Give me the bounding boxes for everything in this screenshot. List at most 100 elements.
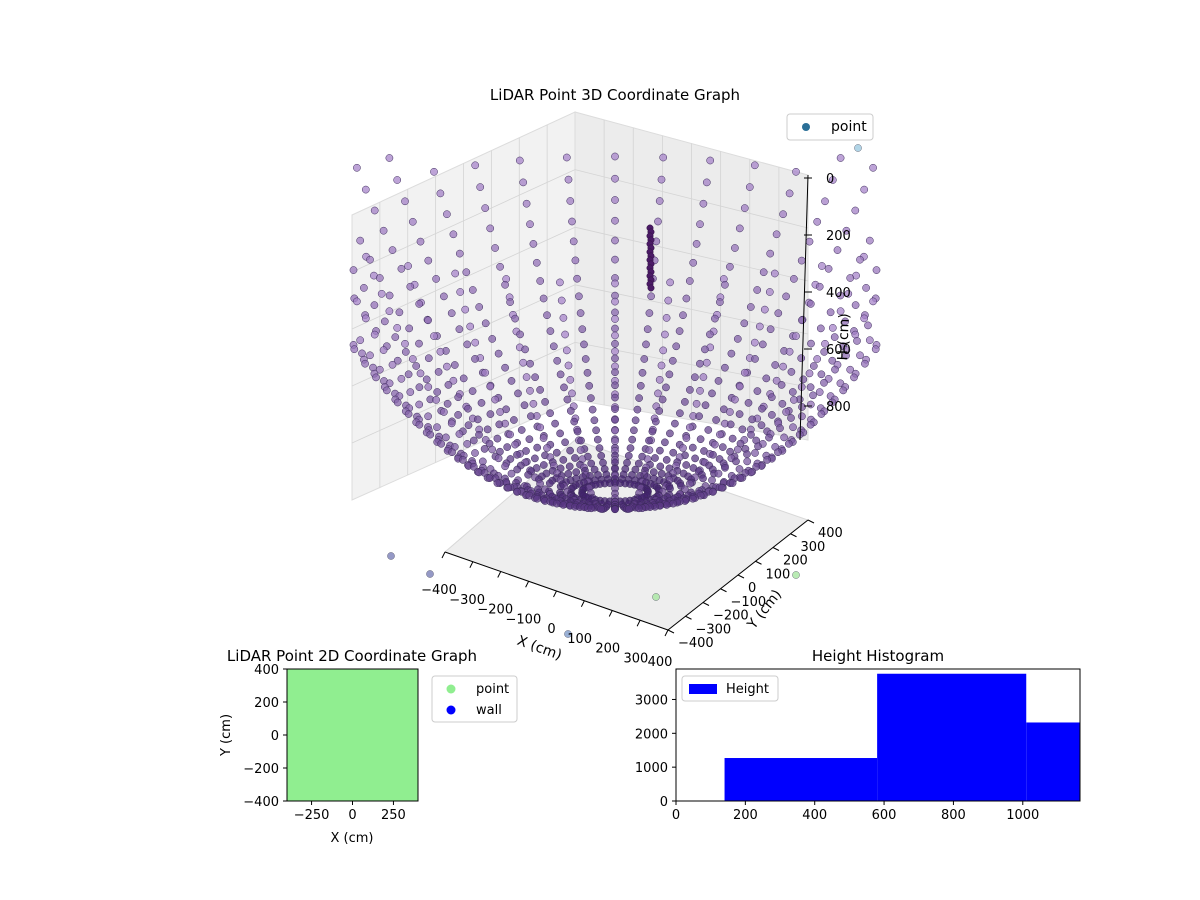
- chart-3d-point: [539, 461, 548, 469]
- chart-3d-x-tick-label: −200: [477, 603, 513, 618]
- chart-3d-title: LiDAR Point 3D Coordinate Graph: [490, 86, 740, 104]
- chart-3d-point: [501, 280, 509, 289]
- chart-3d-point: [559, 314, 568, 322]
- histogram-bar: [877, 673, 1027, 801]
- chart-3d-point: [447, 419, 456, 428]
- histogram-x-tick-label: 400: [802, 808, 827, 823]
- chart-3d-point: [526, 359, 534, 368]
- chart-3d-point: [573, 427, 582, 436]
- chart-3d-point: [751, 449, 759, 457]
- chart-3d-point: [501, 363, 509, 372]
- chart-3d-point: [645, 309, 654, 317]
- chart-3d-point: [430, 167, 438, 176]
- chart-3d-point: [647, 284, 655, 292]
- chart-3d-point: [385, 307, 394, 316]
- chart-3d-point: [529, 399, 538, 408]
- chart-3d-x-tick-mark: [497, 571, 502, 578]
- chart-3d-point: [726, 408, 734, 416]
- chart-3d-point: [360, 284, 368, 292]
- chart-3d-point: [846, 274, 855, 282]
- chart-3d-point: [688, 443, 697, 452]
- chart-3d-point: [774, 448, 782, 457]
- chart-3d-point: [372, 373, 380, 382]
- chart-3d-point: [488, 335, 497, 343]
- chart-3d-point: [648, 427, 657, 436]
- chart-3d-point: [755, 322, 764, 331]
- chart-2d-x-label: X (cm): [331, 831, 374, 846]
- chart-3d-point: [633, 405, 642, 414]
- chart-2d-ticks: −250 0 250 400 200 0 −200 −400: [243, 663, 406, 823]
- chart-3d-point: [430, 332, 438, 340]
- chart-3d-point: [679, 311, 687, 320]
- chart-3d-point: [551, 419, 559, 428]
- chart-3d-point: [566, 197, 575, 205]
- chart-3d-point: [611, 196, 619, 204]
- chart-3d-point: [526, 386, 534, 395]
- chart-2d-legend-wall-marker: [446, 705, 456, 715]
- chart-3d-point: [695, 412, 703, 421]
- chart-3d-point: [611, 297, 619, 306]
- chart-3d-point: [455, 430, 464, 438]
- chart-3d-point: [611, 437, 619, 445]
- chart-3d-point: [813, 355, 822, 363]
- chart-3d-x-tick-label: 100: [567, 632, 592, 647]
- chart-3d-point: [415, 400, 424, 409]
- grid-line: [574, 226, 809, 282]
- chart-3d-point: [496, 408, 504, 416]
- chart-3d-point: [578, 325, 587, 334]
- chart-2d-legend-point-label: point: [476, 682, 509, 697]
- chart-3d-point: [762, 374, 771, 383]
- chart-3d-point: [449, 376, 458, 385]
- chart-3d-point: [491, 395, 499, 404]
- chart-3d-point: [821, 197, 829, 206]
- chart-3d-point: [404, 262, 412, 270]
- chart-3d-point: [493, 479, 502, 487]
- chart-3d-point: [469, 462, 478, 471]
- chart-2d-y-tick-label: 200: [254, 696, 279, 711]
- chart-3d-point: [590, 416, 599, 425]
- chart-3d-point: [507, 469, 516, 478]
- chart-3d-point: [824, 264, 833, 273]
- chart-3d-point: [433, 388, 442, 396]
- chart-3d-point: [571, 454, 579, 462]
- chart-3d-point: [556, 429, 564, 438]
- chart-3d-point: [701, 401, 710, 410]
- chart-3d-point: [571, 256, 580, 265]
- chart-3d-x-tick-label: −100: [506, 612, 542, 627]
- chart-3d-z-tick-label: 600: [826, 343, 851, 358]
- chart-2d-x-tick-label: −250: [294, 808, 330, 823]
- chart-3d-point: [469, 436, 478, 445]
- histogram-title: Height Histogram: [812, 647, 944, 665]
- chart-3d-point: [401, 197, 409, 206]
- chart-3d-point: [662, 501, 671, 509]
- chart-3d-point: [733, 445, 742, 454]
- chart-3d-point: [851, 301, 860, 309]
- chart-3d-point: [696, 359, 704, 368]
- chart-3d-point: [833, 246, 842, 254]
- chart-3d-point: [842, 351, 850, 360]
- chart-2d-legend-point-marker: [446, 684, 456, 694]
- chart-3d-point: [370, 301, 379, 309]
- chart-3d-point: [681, 398, 689, 406]
- chart-3d-point: [563, 395, 572, 404]
- chart-3d-point: [350, 345, 359, 354]
- chart-3d-point: [531, 454, 539, 463]
- chart-3d-point: [645, 436, 653, 445]
- histogram-y-tick-label: 3000: [635, 693, 668, 708]
- chart-3d-point: [575, 292, 583, 301]
- chart-3d-point: [506, 298, 514, 306]
- chart-3d-point: [869, 163, 877, 172]
- chart-3d-point: [611, 331, 619, 340]
- chart-3d-point: [562, 346, 571, 355]
- chart-2d-legend-wall-label: wall: [476, 703, 502, 718]
- chart-3d-point: [658, 395, 667, 404]
- chart-3d-point: [531, 373, 539, 382]
- chart-3d-point: [404, 410, 413, 418]
- chart-3d-x-tick-mark: [469, 561, 474, 568]
- chart-3d-point: [696, 386, 704, 395]
- chart-3d-point: [436, 347, 445, 356]
- chart-3d-point: [560, 383, 568, 392]
- chart-3d-point: [701, 345, 709, 354]
- chart-3d-point: [494, 454, 503, 463]
- chart-2d-y-tick-label: −400: [243, 795, 279, 810]
